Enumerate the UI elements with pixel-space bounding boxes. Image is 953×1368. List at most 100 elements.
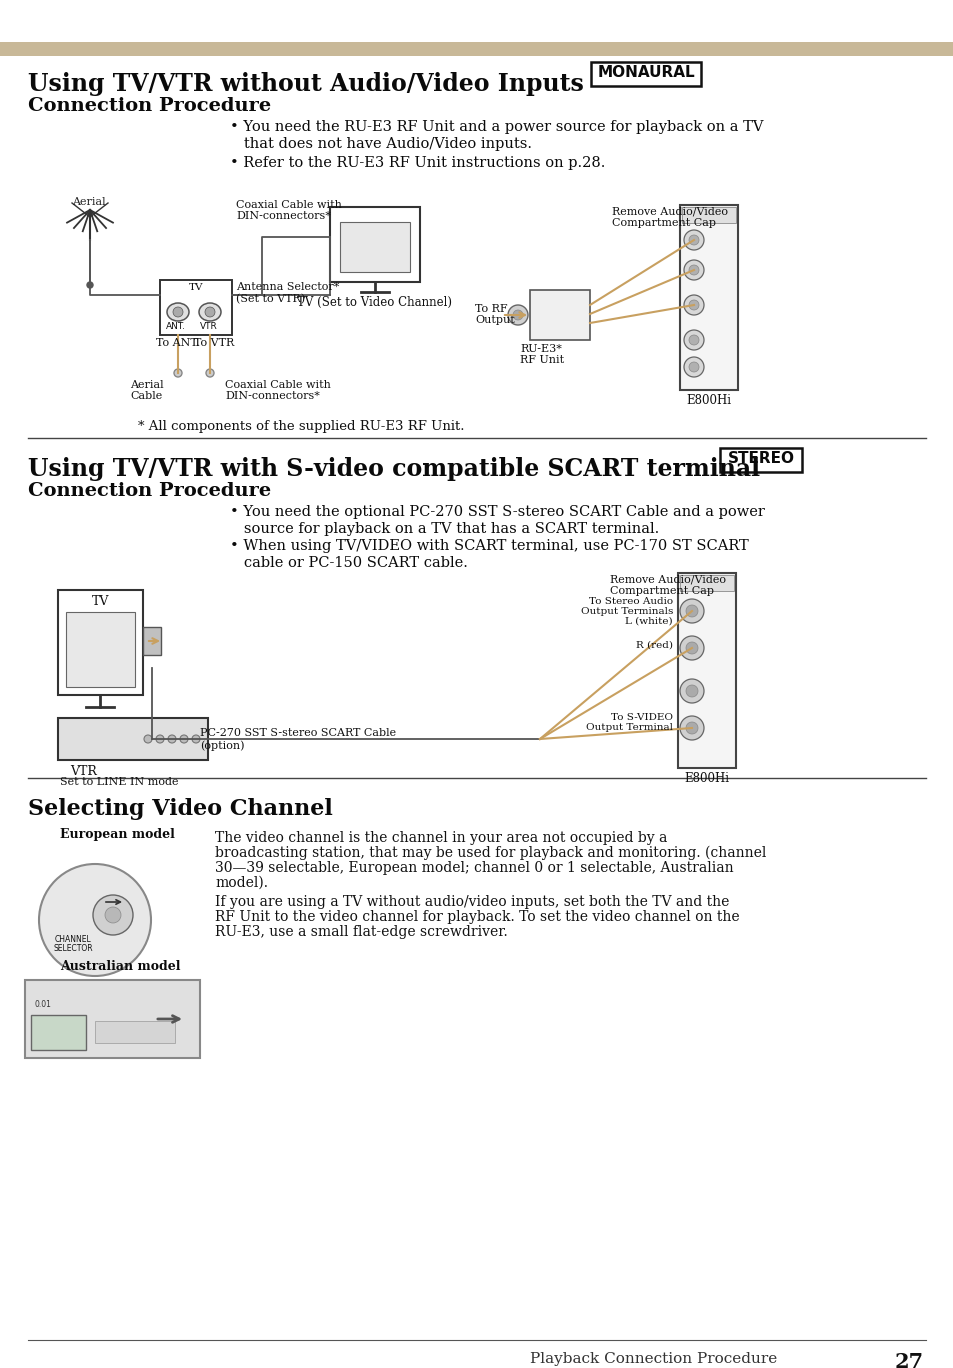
Circle shape [683, 260, 703, 280]
Circle shape [92, 895, 132, 934]
Text: (option): (option) [200, 740, 244, 751]
Text: RF Unit: RF Unit [519, 356, 563, 365]
Circle shape [39, 865, 151, 975]
Bar [160, 280, 232, 335]
Text: (Set to VTR): (Set to VTR) [235, 294, 305, 304]
Circle shape [688, 363, 699, 372]
Bar [0, 42, 953, 56]
Text: VTR: VTR [200, 321, 217, 331]
Bar [30, 1015, 86, 1051]
Text: To S-VIDEO: To S-VIDEO [610, 713, 672, 722]
Circle shape [688, 300, 699, 311]
Text: Remove Audio/Video: Remove Audio/Video [609, 575, 725, 586]
Text: Selecting Video Channel: Selecting Video Channel [28, 798, 333, 819]
Circle shape [144, 735, 152, 743]
Bar [678, 573, 735, 767]
Circle shape [168, 735, 175, 743]
Text: DIN-connectors*: DIN-connectors* [225, 391, 319, 401]
Bar [681, 207, 735, 223]
Bar [58, 590, 143, 695]
Text: If you are using a TV without audio/video inputs, set both the TV and the: If you are using a TV without audio/vide… [214, 895, 729, 908]
Circle shape [688, 265, 699, 275]
Text: The video channel is the channel in your area not occupied by a: The video channel is the channel in your… [214, 830, 667, 845]
Circle shape [685, 605, 698, 617]
Text: that does not have Audio/Video inputs.: that does not have Audio/Video inputs. [230, 137, 532, 150]
Ellipse shape [167, 302, 189, 321]
Circle shape [206, 369, 213, 378]
Circle shape [685, 642, 698, 654]
Circle shape [683, 230, 703, 250]
Bar [530, 290, 589, 341]
Text: • Refer to the RU-E3 RF Unit instructions on p.28.: • Refer to the RU-E3 RF Unit instruction… [230, 156, 605, 170]
Text: SELECTOR: SELECTOR [53, 944, 92, 953]
Text: Using TV/VTR without Audio/Video Inputs: Using TV/VTR without Audio/Video Inputs [28, 73, 583, 96]
Text: cable or PC-150 SCART cable.: cable or PC-150 SCART cable. [230, 555, 467, 570]
Bar [679, 575, 733, 591]
Circle shape [173, 369, 182, 378]
Text: VTR: VTR [70, 765, 97, 778]
Text: Output Terminal: Output Terminal [585, 724, 672, 732]
Bar [95, 1021, 174, 1042]
Text: E800Hi: E800Hi [686, 394, 731, 408]
Bar [143, 627, 161, 655]
Circle shape [205, 306, 214, 317]
Text: Remove Audio/Video: Remove Audio/Video [612, 207, 727, 218]
Text: 0.01: 0.01 [35, 1000, 51, 1010]
Text: Antenna Selector*: Antenna Selector* [235, 282, 339, 291]
Text: European model: European model [60, 828, 174, 841]
Circle shape [685, 685, 698, 698]
Text: • You need the RU-E3 RF Unit and a power source for playback on a TV: • You need the RU-E3 RF Unit and a power… [230, 120, 762, 134]
Text: STEREO: STEREO [727, 451, 794, 466]
Text: To VTR: To VTR [193, 338, 234, 347]
Text: 27: 27 [894, 1352, 923, 1368]
Circle shape [679, 715, 703, 740]
Text: Aerial: Aerial [130, 380, 164, 390]
Bar [58, 718, 208, 761]
Text: Connection Procedure: Connection Procedure [28, 482, 271, 499]
Circle shape [688, 335, 699, 345]
Text: L (white): L (white) [625, 617, 672, 627]
Circle shape [87, 282, 92, 289]
Bar [339, 222, 410, 272]
Text: Output Terminals: Output Terminals [580, 607, 672, 616]
Circle shape [507, 305, 527, 326]
Text: Using TV/VTR with S-video compatible SCART terminal: Using TV/VTR with S-video compatible SCA… [28, 457, 760, 482]
Text: RU-E3, use a small flat-edge screwdriver.: RU-E3, use a small flat-edge screwdriver… [214, 925, 507, 938]
Text: To ANT.: To ANT. [156, 338, 199, 347]
Text: Compartment Cap: Compartment Cap [612, 218, 716, 228]
Bar [720, 447, 801, 472]
Text: Australian model: Australian model [60, 960, 180, 973]
Ellipse shape [199, 302, 221, 321]
Text: model).: model). [214, 876, 268, 891]
Circle shape [192, 735, 200, 743]
Text: DIN-connectors*: DIN-connectors* [235, 211, 331, 222]
Circle shape [679, 636, 703, 659]
Bar [330, 207, 419, 282]
Text: PC-270 SST S-stereo SCART Cable: PC-270 SST S-stereo SCART Cable [200, 728, 395, 737]
Text: Set to LINE IN mode: Set to LINE IN mode [60, 777, 178, 787]
Text: Compartment Cap: Compartment Cap [609, 586, 713, 596]
Bar [679, 205, 738, 390]
Text: To RF: To RF [475, 304, 507, 315]
Text: * All components of the supplied RU-E3 RF Unit.: * All components of the supplied RU-E3 R… [138, 420, 464, 434]
Circle shape [679, 599, 703, 622]
Text: MONAURAL: MONAURAL [597, 66, 694, 79]
Text: R (red): R (red) [636, 642, 672, 650]
Text: 30—39 selectable, European model; channel 0 or 1 selectable, Australian: 30—39 selectable, European model; channe… [214, 860, 733, 876]
Text: • When using TV/VIDEO with SCART terminal, use PC-170 ST SCART: • When using TV/VIDEO with SCART termina… [230, 539, 748, 553]
Text: CHANNEL: CHANNEL [54, 934, 91, 944]
Text: TV (Set to Video Channel): TV (Set to Video Channel) [297, 295, 452, 309]
Text: Coaxial Cable with: Coaxial Cable with [225, 380, 331, 390]
Circle shape [180, 735, 188, 743]
Bar [590, 62, 700, 86]
Text: E800Hi: E800Hi [684, 772, 729, 785]
Text: Playback Connection Procedure: Playback Connection Procedure [530, 1352, 777, 1367]
Text: source for playback on a TV that has a SCART terminal.: source for playback on a TV that has a S… [230, 523, 659, 536]
Text: RU-E3*: RU-E3* [519, 343, 561, 354]
Text: Cable: Cable [130, 391, 162, 401]
Circle shape [683, 295, 703, 315]
Text: TV: TV [91, 595, 109, 607]
Circle shape [683, 330, 703, 350]
Text: • You need the optional PC-270 SST S-stereo SCART Cable and a power: • You need the optional PC-270 SST S-ste… [230, 505, 764, 518]
Text: Coaxial Cable with: Coaxial Cable with [235, 200, 341, 211]
